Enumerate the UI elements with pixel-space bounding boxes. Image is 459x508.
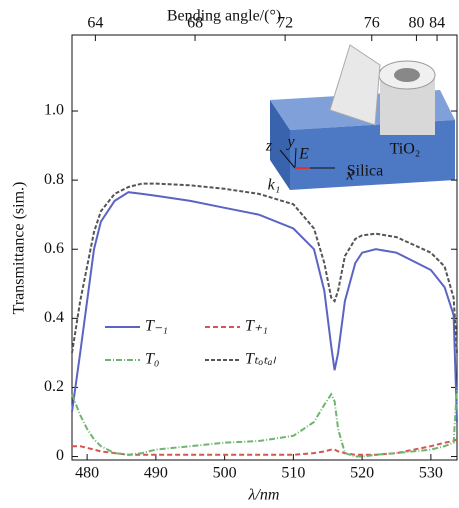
- top-tick-label: 80: [408, 15, 424, 32]
- substrate-front: [290, 120, 455, 190]
- y-tick-label: 1.0: [44, 102, 64, 119]
- y-tick-label: 0: [56, 447, 64, 464]
- y-tick-label: 0.2: [44, 378, 64, 395]
- series-line: [71, 387, 458, 458]
- inset-label: k₁: [268, 177, 281, 194]
- x-tick-label: 500: [213, 465, 237, 482]
- inset-label: E: [298, 146, 309, 163]
- top-tick-label: 84: [429, 15, 445, 32]
- x-tick-label: 480: [75, 465, 99, 482]
- series-line: [72, 438, 458, 456]
- y-axis-label: Transmittance (sim.): [11, 182, 28, 315]
- inset-label: y: [285, 134, 295, 151]
- substrate-side: [270, 100, 290, 190]
- y-tick-label: 0.6: [44, 240, 64, 257]
- x-tick-label: 490: [144, 465, 168, 482]
- top-tick-label: 76: [364, 15, 380, 32]
- inset-label: z: [265, 138, 273, 155]
- inset-label: TiO₂: [390, 141, 421, 158]
- wedge: [329, 44, 381, 126]
- top-tick-label: 68: [187, 15, 203, 32]
- x-tick-label: 510: [281, 465, 305, 482]
- y-tick-label: 0.4: [44, 309, 64, 326]
- plot-frame: [71, 34, 458, 461]
- top-tick-label: 72: [277, 15, 293, 32]
- legend-label: T₀: [145, 351, 159, 368]
- inset-label: x: [345, 167, 353, 184]
- k-arrow: [279, 149, 296, 169]
- legend-label: T₋₁: [145, 318, 168, 335]
- legend-label: T₊₁: [245, 318, 268, 335]
- series-line: [71, 191, 458, 423]
- inset-label: Silica: [347, 163, 383, 180]
- series-line: [71, 182, 458, 354]
- inset: [270, 44, 455, 190]
- x-tick-label: 520: [350, 465, 374, 482]
- y-arrow: [294, 147, 297, 169]
- top-tick-label: 64: [87, 15, 103, 32]
- x-axis-label: λ/nm: [248, 487, 280, 504]
- top-axis-label: Bending angle/(°): [167, 8, 281, 25]
- pillar-hole: [394, 68, 420, 82]
- legend-label: Tₜₒₜₐₗ: [245, 351, 277, 368]
- x-tick-label: 530: [419, 465, 443, 482]
- y-tick-label: 0.8: [44, 171, 64, 188]
